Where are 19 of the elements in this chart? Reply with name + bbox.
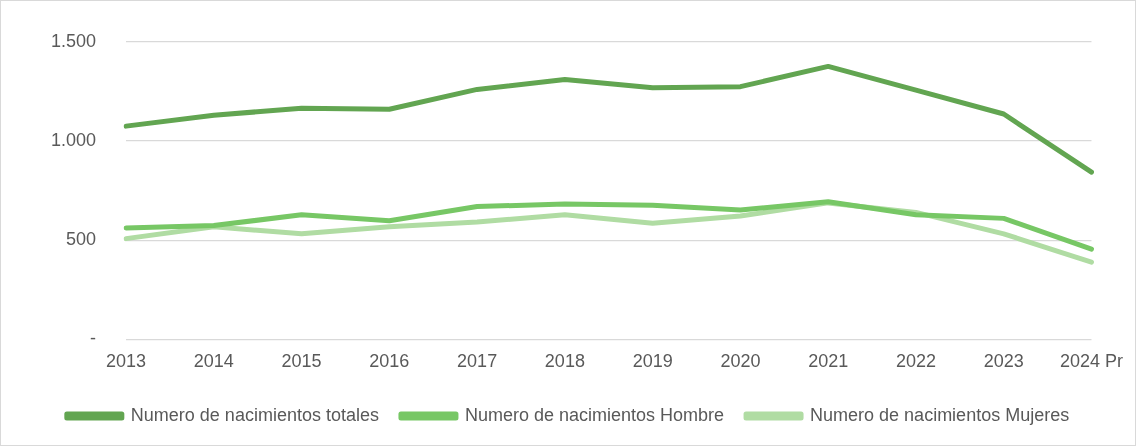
x-tick-label: 2016 (369, 351, 410, 372)
x-tick-label: 2013 (106, 351, 147, 372)
x-tick-label: 2023 (983, 351, 1024, 372)
y-tick-label: - (90, 328, 97, 349)
y-tick-label: 500 (66, 229, 97, 250)
x-tick-label: 2019 (632, 351, 673, 372)
y-tick-label: 1.000 (51, 129, 97, 150)
x-tick-label: 2014 (193, 351, 234, 372)
y-tick-label: 1.500 (51, 30, 97, 51)
legend-label: Numero de nacimientos Mujeres (810, 404, 1070, 425)
x-tick-label: 2024 Pr (1059, 351, 1123, 372)
x-tick-label: 2020 (720, 351, 761, 372)
x-tick-label: 2018 (544, 351, 585, 372)
legend-label: Numero de nacimientos totales (130, 404, 379, 425)
legend-label: Numero de nacimientos Hombre (464, 404, 725, 425)
x-tick-label: 2022 (895, 351, 936, 372)
x-tick-label: 2021 (808, 351, 849, 372)
x-tick-label: 2015 (281, 351, 322, 372)
x-tick-label: 2017 (457, 351, 498, 372)
